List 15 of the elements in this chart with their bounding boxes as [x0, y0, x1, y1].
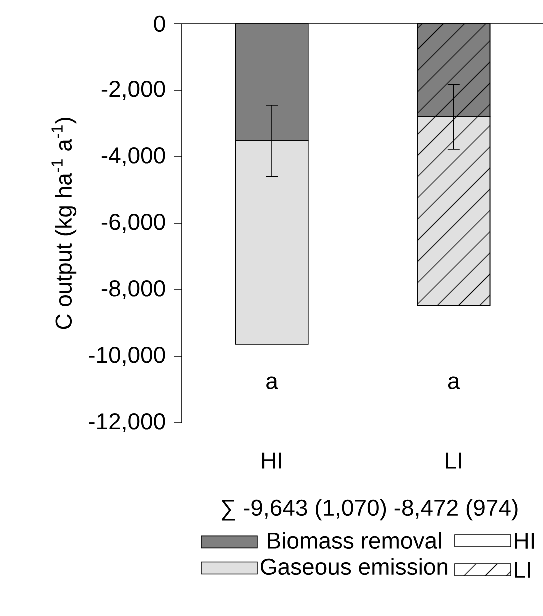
y-tick-label: -6,000 — [102, 214, 166, 233]
y-tick-label: -2,000 — [102, 80, 166, 100]
y-tick-label: -10,000 — [89, 346, 166, 366]
y-tick-label: -12,000 — [89, 413, 166, 432]
y-tick-label: 0 — [154, 16, 166, 32]
y-tick-label: -8,000 — [102, 280, 166, 300]
annotation: a — [266, 376, 278, 390]
y-axis-title: C output (kg ha$^{-1}$ a$^{-1}$) — [52, 118, 77, 330]
y-tick-label: -4,000 — [102, 147, 166, 166]
text: ∑ -9,643 (1,070) -8,472 (974) — [222, 499, 518, 521]
legend-label: Biomass removal — [268, 532, 442, 550]
legend-label: Gaseous emission — [261, 558, 448, 576]
annotation: a — [448, 376, 460, 390]
category-label: HI — [515, 533, 534, 549]
category-label: LI — [515, 562, 530, 578]
